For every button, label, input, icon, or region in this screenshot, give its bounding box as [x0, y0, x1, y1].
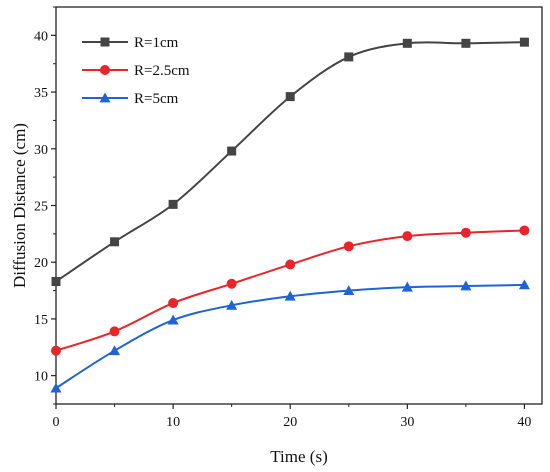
data-point [51, 345, 61, 356]
y-tick-label: 25 [34, 200, 48, 215]
data-point [109, 345, 121, 356]
data-point [285, 92, 295, 102]
data-point [285, 259, 296, 270]
data-point [519, 37, 529, 47]
x-axis-ticks: 0 10 20 30 40 [53, 404, 531, 430]
data-point [401, 281, 413, 292]
data-point [343, 285, 355, 295]
data-point [168, 199, 178, 209]
data-point [519, 225, 530, 236]
y-tick-label: 10 [34, 370, 48, 385]
x-tick-label: 30 [400, 415, 414, 430]
series-line [55, 41, 525, 283]
series-1 [51, 37, 529, 286]
legend-item: R=2.5cm [82, 63, 190, 79]
x-tick-label: 10 [166, 415, 180, 430]
x-tick-label: 0 [53, 415, 60, 430]
y-tick-label: 35 [34, 86, 48, 101]
series-3 [50, 279, 530, 393]
data-point [110, 237, 120, 247]
data-point [167, 314, 179, 325]
legend-swatch-marker [99, 92, 111, 103]
x-tick-label: 20 [283, 415, 297, 430]
legend: R=1cm R=2.5cm R=5cm [82, 35, 190, 107]
y-axis-ticks: 10 15 20 25 30 35 40 [34, 6, 56, 405]
data-point [109, 326, 120, 337]
series-line [55, 229, 525, 352]
data-point [227, 146, 237, 156]
x-axis-title: Time (s) [270, 447, 327, 466]
legend-swatch-marker [100, 37, 110, 47]
y-tick-label: 40 [34, 29, 48, 44]
data-point [460, 227, 471, 238]
y-tick-label: 20 [34, 256, 48, 271]
series-2 [51, 225, 530, 356]
x-tick-label: 40 [517, 415, 531, 430]
legend-swatch-marker [100, 65, 110, 75]
data-point [402, 231, 413, 242]
data-point [168, 298, 179, 309]
data-point [226, 299, 238, 310]
data-point [51, 276, 61, 286]
legend-label: R=1cm [134, 35, 179, 51]
data-point [226, 278, 237, 289]
y-tick-label: 15 [34, 313, 48, 328]
legend-item: R=5cm [82, 91, 179, 107]
plot-frame [55, 6, 543, 405]
y-tick-label: 30 [34, 143, 48, 158]
data-point [343, 241, 354, 252]
data-point [460, 280, 472, 291]
data-point [50, 382, 62, 393]
series-layer [50, 37, 530, 393]
legend-label: R=5cm [134, 91, 179, 107]
data-point [284, 290, 296, 301]
data-point [402, 38, 412, 48]
data-point [344, 52, 354, 62]
legend-item: R=1cm [82, 35, 179, 51]
data-point [461, 38, 471, 48]
legend-label: R=2.5cm [134, 63, 190, 79]
plot-border [55, 6, 543, 405]
data-point [518, 279, 530, 290]
y-axis-title: Diffusion Distance (cm) [10, 123, 29, 288]
